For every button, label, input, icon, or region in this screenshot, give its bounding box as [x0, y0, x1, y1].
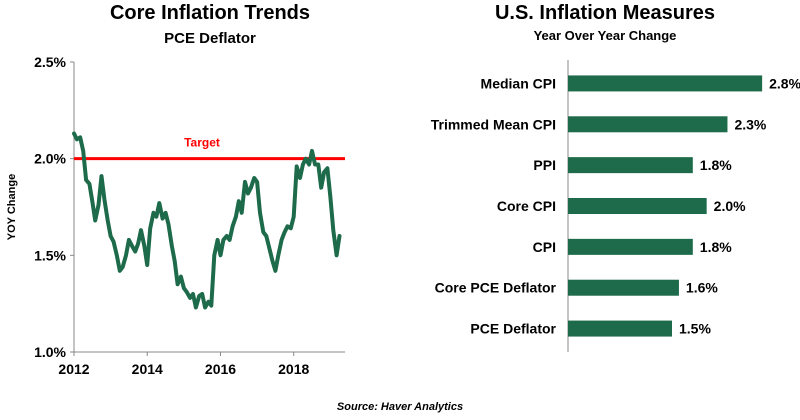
bar [568, 75, 763, 92]
x-tick-label: 2012 [58, 361, 89, 377]
y-axis-label: YOY Change [6, 174, 18, 240]
target-label: Target [184, 136, 220, 150]
bar [568, 279, 679, 296]
category-label: Core PCE Deflator [435, 280, 557, 296]
x-tick-label: 2016 [205, 361, 236, 377]
left-chart-title: Core Inflation Trends [109, 2, 311, 24]
y-tick-label: 2.0% [34, 151, 66, 167]
bar [568, 320, 672, 337]
value-label: 1.8% [700, 157, 732, 173]
value-label: 2.0% [714, 198, 746, 214]
right-chart-title: U.S. Inflation Measures [494, 2, 716, 24]
source-note: Source: Haver Analytics [336, 401, 464, 413]
y-tick-label: 2.5% [34, 54, 66, 70]
bar [568, 198, 707, 214]
value-label: 2.8% [769, 75, 800, 91]
value-label: 1.6% [686, 280, 718, 296]
x-tick-label: 2018 [278, 361, 309, 377]
y-tick-label: 1.5% [34, 247, 66, 263]
bar-chart: Median CPI 2.8% Trimmed Mean CPI 2.3% PPI 1.8… [431, 60, 800, 352]
left-chart-subtitle: PCE Deflator [164, 30, 256, 47]
line-chart: YOY Change 1.0% 1.5% 2.0% 2.5% 2012 2014 2016… [6, 54, 345, 377]
category-label: Core CPI [497, 198, 556, 214]
bar [568, 116, 728, 133]
y-tick-label: 1.0% [34, 344, 66, 360]
value-label: 1.5% [679, 321, 711, 337]
category-label: CPI [533, 239, 556, 255]
value-label: 2.3% [734, 116, 766, 132]
category-label: Trimmed Mean CPI [431, 116, 556, 132]
category-label: PCE Deflator [470, 321, 556, 337]
x-tick-label: 2014 [132, 361, 163, 377]
category-label: Median CPI [481, 75, 556, 91]
bar [568, 157, 693, 174]
value-label: 1.8% [700, 239, 732, 255]
pce-deflator-series-line [72, 131, 342, 310]
bar [568, 238, 693, 255]
category-label: PPI [533, 157, 556, 173]
right-chart-subtitle: Year Over Year Change [533, 28, 677, 43]
